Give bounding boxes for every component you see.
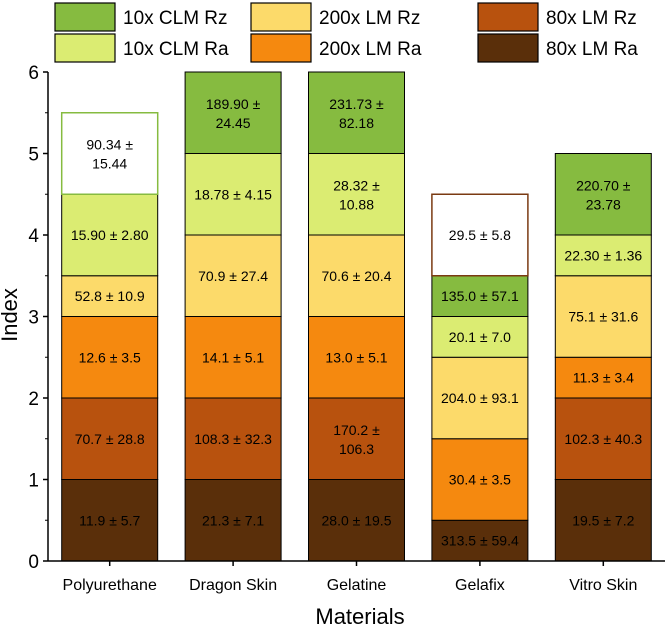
bar-vitro-skin-200x-lm-rz (554, 275, 652, 358)
bar-gelafix-200x-lm-rz (431, 356, 529, 440)
data-label-dragon-skin-200x-lm-rz: 70.9 ± 27.4 (198, 268, 268, 284)
bar-vitro-skin-10x-clm-rz (554, 153, 652, 236)
y-tick-label: 6 (28, 63, 39, 84)
legend-swatch-10x-clm-rz (54, 2, 116, 32)
legend-swatch-200x-lm-ra (250, 33, 312, 63)
data-label-gelafix-200x-lm-rz: 204.0 ± 93.1 (441, 390, 519, 406)
y-axis-title: Index (0, 288, 22, 342)
data-label-dragon-skin-80x-lm-ra: 21.3 ± 7.1 (202, 512, 264, 528)
data-label-vitro-skin-200x-lm-ra: 11.3 ± 3.4 (573, 370, 634, 386)
data-label-dragon-skin-10x-clm-ra: 18.78 ± 4.15 (194, 186, 272, 202)
data-label-dragon-skin-200x-lm-ra: 14.1 ± 5.1 (202, 349, 264, 365)
legend-swatch-80x-lm-ra (477, 33, 539, 63)
bar-gelafix-10x-clm-rz (431, 275, 529, 317)
y-tick-label: 3 (28, 308, 39, 329)
legend-label-10x-clm-ra: 10x CLM Ra (123, 39, 229, 60)
y-tick-label: 4 (28, 226, 39, 247)
axes: 0 1 2 3 4 5 6 Polyurethane Dragon Skin Gelatine Ge… (28, 63, 665, 594)
data-label-polyurethane-10x-clm-ra: 15.90 ± 2.80 (71, 227, 149, 243)
data-label-gelatine-200x-lm-ra: 13.0 ± 5.1 (325, 349, 387, 365)
data-label-vitro-skin-200x-lm-rz: 75.1 ± 31.6 (568, 309, 638, 325)
data-label-gelafix-10x-clm-rz: 135.0 ± 57.1 (441, 288, 519, 304)
x-tick-label: Dragon Skin (189, 577, 277, 594)
y-tick-label: 2 (28, 389, 39, 410)
bar-dragon-skin-200x-lm-ra (184, 316, 282, 399)
data-label-dragon-skin-80x-lm-rz: 108.3 ± 32.3 (194, 431, 272, 447)
data-label-polyurethane-80x-lm-rz: 70.7 ± 28.8 (75, 431, 145, 447)
y-tick-label: 0 (28, 552, 39, 573)
x-tick-label: Gelatine (327, 577, 387, 594)
bar-vitro-skin-10x-clm-ra (554, 234, 652, 277)
data-label-polyurethane-80x-lm-ra: 11.9 ± 5.7 (79, 512, 140, 528)
bar-polyurethane-200x-lm-rz (61, 275, 159, 317)
y-tick-label: 5 (28, 145, 39, 166)
legend-label-200x-lm-ra: 200x LM Ra (319, 39, 422, 60)
bar-polyurethane-80x-lm-rz (61, 397, 159, 480)
y-tick-label: 1 (28, 471, 39, 492)
data-label-gelatine-10x-clm-rz: 231.73 ±82.18 (329, 96, 384, 131)
bar-gelatine-10x-clm-rz (308, 71, 405, 154)
data-label-vitro-skin-80x-lm-rz: 102.3 ± 40.3 (564, 431, 642, 447)
legend-swatch-10x-clm-ra (54, 33, 116, 63)
x-tick-label: Polyurethane (63, 577, 157, 594)
data-label-gelafix-200x-lm-ra: 30.4 ± 3.5 (449, 472, 511, 488)
bar-gelatine-10x-clm-ra (308, 153, 405, 236)
bar-vitro-skin-80x-lm-rz (554, 397, 652, 480)
x-tick-label: Gelafix (455, 577, 505, 594)
bar-gelatine-200x-lm-ra (308, 316, 405, 399)
legend-label-80x-lm-rz: 80x LM Rz (546, 8, 637, 29)
data-label-gelafix-80x-lm-ra: 313.5 ± 59.4 (441, 533, 519, 549)
bar-dragon-skin-10x-clm-rz (184, 71, 282, 154)
bar-polyurethane-10x-clm-ra (61, 193, 159, 277)
legend: 10x CLM Rz 200x LM Rz 80x LM Rz 10x CLM Ra 2… (54, 2, 638, 63)
bar-dragon-skin-10x-clm-ra (184, 153, 282, 236)
bar-gelafix-10x-clm-ra (431, 316, 529, 358)
legend-label-10x-clm-rz: 10x CLM Rz (123, 8, 228, 29)
bar-gelatine-200x-lm-rz (308, 234, 405, 317)
data-label-polyurethane-200x-lm-rz: 52.8 ± 10.9 (75, 288, 145, 304)
legend-label-80x-lm-ra: 80x LM Ra (546, 39, 638, 60)
bar-gelatine-80x-lm-rz (308, 397, 405, 480)
data-label-gelafix-open-segment: 29.5 ± 5.8 (449, 227, 511, 243)
data-label-vitro-skin-80x-lm-ra: 19.5 ± 7.2 (572, 512, 634, 528)
bar-gelafix-200x-lm-ra (431, 438, 529, 521)
data-label-gelatine-80x-lm-ra: 28.0 ± 19.5 (322, 512, 392, 528)
bar-dragon-skin-200x-lm-rz (184, 234, 282, 317)
x-axis-title: Materials (315, 604, 404, 629)
bar-dragon-skin-80x-lm-rz (184, 397, 282, 480)
bar-vitro-skin-200x-lm-ra (554, 356, 652, 399)
bars: 11.9 ± 5.7 70.7 ± 28.8 12.6 ± 3.5 52.8 ± 10… (60, 71, 652, 562)
legend-swatch-200x-lm-rz (250, 2, 312, 32)
data-label-vitro-skin-10x-clm-ra: 22.30 ± 1.36 (564, 247, 642, 263)
legend-swatch-80x-lm-rz (477, 2, 539, 32)
data-label-polyurethane-200x-lm-ra: 12.6 ± 3.5 (79, 349, 141, 365)
bar-gelafix-open-segment (431, 193, 529, 277)
data-label-gelatine-200x-lm-rz: 70.6 ± 20.4 (322, 268, 392, 284)
x-tick-label: Vitro Skin (569, 577, 637, 594)
data-label-gelatine-80x-lm-rz: 170.2 ±106.3 (333, 422, 380, 457)
data-label-polyurethane-10x-clm-rz: 90.34 ±15.44 (86, 137, 133, 172)
data-label-vitro-skin-10x-clm-rz: 220.70 ±23.78 (576, 177, 631, 212)
bar-gelatine-80x-lm-ra (308, 479, 405, 562)
data-label-dragon-skin-10x-clm-rz: 189.90 ±24.45 (206, 96, 261, 131)
data-label-gelafix-10x-clm-ra: 20.1 ± 7.0 (449, 329, 511, 345)
legend-label-200x-lm-rz: 200x LM Rz (319, 8, 420, 29)
data-label-gelatine-10x-clm-ra: 28.32 ±10.88 (333, 177, 380, 212)
bar-polyurethane-80x-lm-ra (61, 479, 159, 562)
bar-polyurethane-10x-clm-rz (60, 112, 159, 195)
